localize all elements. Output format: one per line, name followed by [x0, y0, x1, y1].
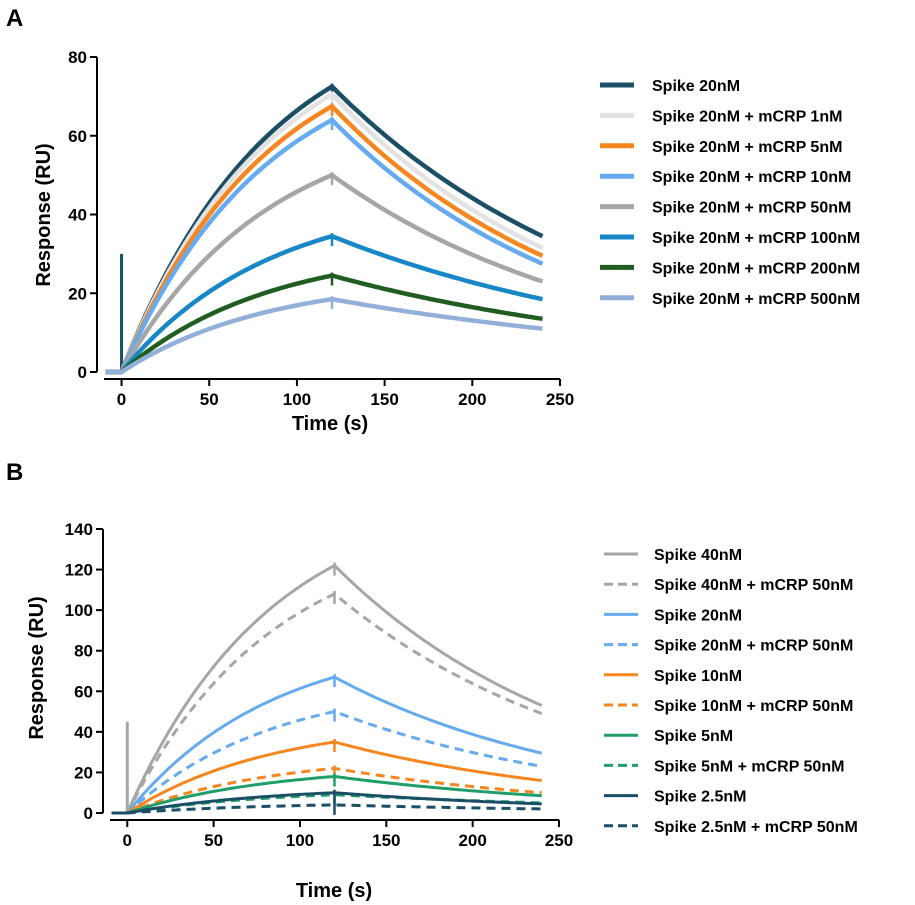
series-line — [105, 233, 544, 375]
y-axis-b: 0 20 40 60 80 100 120 140 — [65, 520, 104, 823]
series-line — [111, 675, 543, 815]
series-line — [111, 710, 542, 815]
x-axis-title-a: Time (s) — [292, 413, 368, 435]
y-tick-label-a: 20 — [68, 284, 87, 303]
y-axis-title-a: Response (RU) — [33, 143, 55, 286]
legend-label: Spike 40nM — [654, 547, 742, 564]
x-tick-label-a: 0 — [117, 390, 126, 409]
y-tick-label-b: 40 — [74, 723, 93, 742]
legend-label: Spike 5nM — [654, 728, 733, 745]
legend-label: Spike 20nM + mCRP 500nM — [652, 291, 860, 308]
legend-b: Spike 40nM Spike 40nM + mCRP 50nM Spike 20… — [604, 547, 858, 836]
legend-label: Spike 20nM + mCRP 50nM — [654, 638, 853, 655]
series-line — [111, 740, 542, 815]
series-line — [105, 172, 544, 375]
series-line — [105, 273, 543, 375]
panel-letter-b: B — [6, 459, 23, 486]
panel-letter-a: A — [6, 5, 23, 32]
legend-label: Spike 5nM + mCRP 50nM — [654, 758, 844, 775]
legend-label: Spike 20nM + mCRP 200nM — [652, 260, 860, 277]
y-axis-title-b: Response (RU) — [26, 596, 48, 739]
legend-label: Spike 20nM + mCRP 10nM — [652, 169, 851, 186]
series-line — [111, 592, 543, 815]
legend-label: Spike 40nM + mCRP 50nM — [654, 577, 853, 594]
legend-label: Spike 20nM + mCRP 5nM — [652, 139, 842, 156]
y-tick-label-b: 80 — [74, 642, 93, 661]
legend-label: Spike 20nM + mCRP 50nM — [652, 200, 851, 217]
y-axis-a: 0 20 40 60 80 — [68, 48, 98, 382]
y-tick-label-b: 20 — [74, 763, 93, 782]
x-tick-label-b: 50 — [204, 831, 223, 850]
series-line — [111, 791, 542, 815]
chart-panel-b: 0 50 100 150 200 250 0 20 40 60 80 100 120 140 Spike… — [26, 520, 858, 902]
x-tick-label-b: 100 — [286, 831, 314, 850]
legend-label: Spike 20nM — [652, 78, 740, 95]
legend-label: Spike 2.5nM + mCRP 50nM — [654, 819, 858, 836]
y-tick-label-b: 100 — [65, 601, 93, 620]
series-line — [105, 296, 543, 375]
x-tick-label-b: 150 — [372, 831, 400, 850]
plot-area-b — [111, 562, 543, 815]
x-axis-title-b: Time (s) — [296, 880, 372, 902]
legend-label: Spike 20nM — [654, 607, 742, 624]
y-tick-label-b: 60 — [74, 682, 93, 701]
series-line — [111, 766, 542, 815]
y-tick-label-a: 0 — [78, 363, 87, 382]
legend-label: Spike 10nM + mCRP 50nM — [654, 698, 853, 715]
legend-label: Spike 20nM + mCRP 100nM — [652, 230, 860, 247]
series-line — [105, 92, 544, 375]
plot-area-a — [105, 83, 544, 375]
x-axis-b: 0 50 100 150 200 250 — [110, 819, 573, 850]
x-tick-label-a: 50 — [200, 390, 219, 409]
y-tick-label-b: 120 — [65, 561, 93, 580]
series-line — [111, 775, 542, 815]
legend-a: Spike 20nM Spike 20nM + mCRP 1nM Spike 20n… — [600, 78, 860, 308]
legend-label: Spike 10nM — [654, 668, 742, 685]
y-tick-label-a: 40 — [68, 206, 87, 225]
x-tick-label-b: 250 — [545, 831, 573, 850]
series-line — [105, 103, 544, 375]
y-tick-label-b: 0 — [84, 804, 93, 823]
y-tick-label-b: 140 — [65, 520, 93, 539]
x-tick-label-a: 100 — [283, 390, 311, 409]
series-line — [111, 564, 543, 815]
x-tick-label-a: 250 — [546, 390, 574, 409]
legend-label: Spike 20nM + mCRP 1nM — [652, 108, 842, 125]
y-tick-label-a: 60 — [68, 127, 87, 146]
x-tick-label-b: 0 — [123, 831, 132, 850]
legend-label: Spike 2.5nM — [654, 789, 746, 806]
x-axis-a: 0 50 100 150 200 250 — [104, 378, 574, 409]
x-tick-label-a: 150 — [370, 390, 398, 409]
x-tick-label-b: 200 — [458, 831, 486, 850]
series-line — [105, 117, 544, 375]
series-line — [111, 803, 542, 815]
x-tick-label-a: 200 — [458, 390, 486, 409]
y-tick-label-a: 80 — [68, 48, 87, 67]
